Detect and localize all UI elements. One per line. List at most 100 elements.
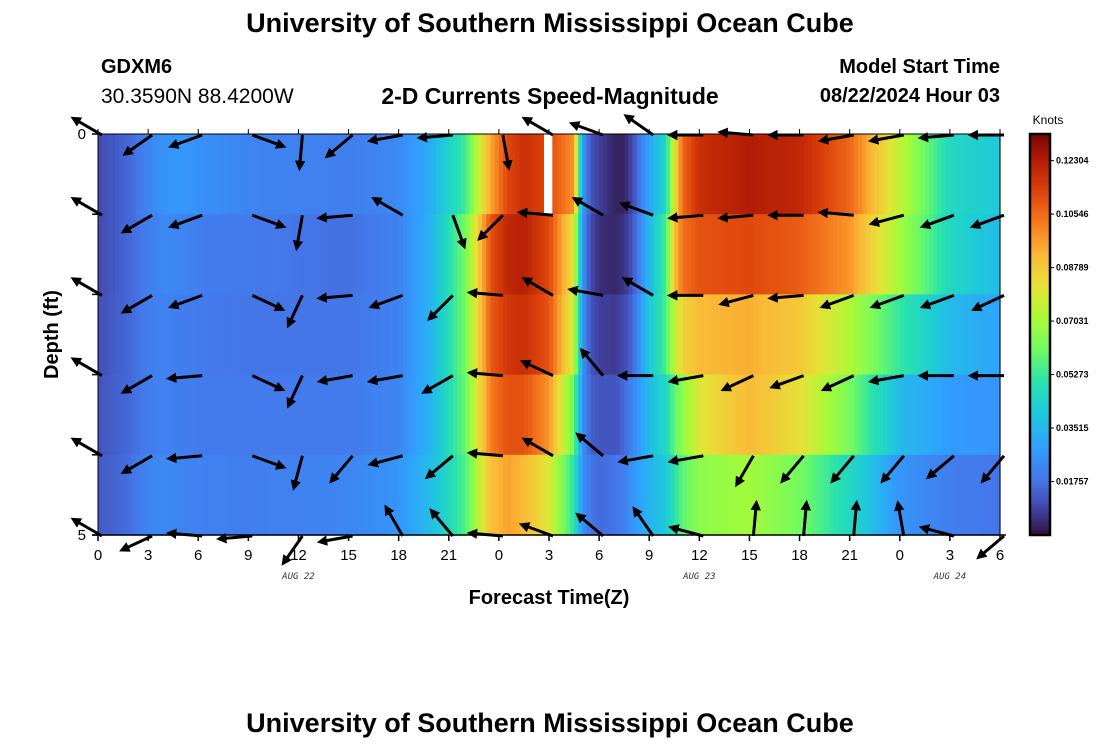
heat-cell	[657, 294, 663, 376]
heat-cell	[553, 294, 558, 376]
heat-cell	[599, 294, 604, 376]
heat-cell	[106, 134, 112, 215]
heat-cell	[611, 294, 617, 376]
x-tick-label: 6	[595, 547, 603, 564]
heat-cell	[265, 294, 270, 376]
heat-cell	[164, 374, 170, 456]
heat-cell	[223, 134, 229, 215]
x-tick-label: 15	[741, 547, 758, 564]
heat-cell	[260, 374, 266, 456]
heat-cell	[741, 374, 746, 456]
heat-cell	[711, 294, 717, 376]
heat-cell	[444, 214, 450, 295]
heat-cell	[636, 214, 642, 295]
current-vector-arrow	[917, 131, 955, 143]
y-axis-title: Depth (ft)	[41, 290, 63, 379]
heat-cell	[820, 374, 826, 456]
heat-cell	[615, 294, 621, 376]
heat-cell	[106, 374, 112, 456]
heat-cell	[298, 374, 304, 456]
colorbar-unit: Knots	[1033, 113, 1064, 127]
heat-cell	[895, 214, 901, 295]
heat-cell	[114, 374, 120, 456]
heat-cell	[716, 454, 721, 536]
heat-cell	[98, 374, 103, 456]
heat-cell	[394, 294, 400, 376]
heat-cell	[791, 134, 796, 215]
heat-cell	[448, 454, 454, 536]
heat-cell	[440, 454, 446, 536]
heat-cell	[294, 214, 300, 295]
heat-cell	[916, 134, 922, 215]
heat-cell	[799, 134, 805, 215]
heat-cell	[131, 134, 137, 215]
heat-cell	[515, 214, 521, 295]
heat-cell	[619, 294, 625, 376]
heat-cell	[310, 454, 316, 536]
heat-cell	[887, 454, 893, 536]
heat-cell	[436, 454, 442, 536]
current-vector-arrow	[168, 293, 203, 310]
heat-cell	[219, 214, 224, 295]
heat-cell	[148, 454, 153, 536]
heat-cell	[569, 374, 575, 456]
heat-cell	[265, 454, 270, 536]
heat-cell	[168, 454, 174, 536]
heat-cell	[210, 374, 216, 456]
heat-cell	[185, 454, 191, 536]
heat-cell	[970, 214, 976, 295]
heat-cell	[494, 374, 500, 456]
heat-cell	[181, 454, 187, 536]
heat-cell	[511, 454, 517, 536]
heat-cell	[695, 134, 700, 215]
heat-cell	[682, 454, 688, 536]
heat-cell	[490, 374, 496, 456]
heat-cell	[319, 454, 325, 536]
colorbar-tick-label: 0.01757	[1056, 477, 1089, 487]
heat-cell	[657, 454, 663, 536]
heat-cell	[920, 134, 926, 215]
heat-cell	[607, 214, 613, 295]
heat-cell	[239, 214, 245, 295]
heat-cell	[189, 454, 195, 536]
heat-cell	[599, 134, 604, 215]
heat-cell	[340, 374, 345, 456]
heat-cell	[586, 134, 592, 215]
heat-cell	[214, 134, 220, 215]
colorbar-tick-label: 0.05273	[1056, 370, 1089, 380]
current-vector-arrow	[980, 454, 1006, 484]
heat-cell	[515, 294, 521, 376]
heat-cell	[670, 134, 675, 215]
heat-cell	[711, 134, 717, 215]
heat-cell	[728, 134, 734, 215]
heat-cell	[98, 294, 103, 376]
heat-cell	[766, 134, 771, 215]
heat-cell	[832, 134, 838, 215]
current-vector-arrow	[416, 131, 453, 143]
heat-cell	[290, 374, 295, 456]
heat-cell	[227, 294, 233, 376]
current-vector-arrow	[120, 294, 153, 314]
heat-cell	[645, 134, 650, 215]
heat-cell	[490, 214, 496, 295]
x-tick-label: 12	[290, 547, 307, 564]
heat-cell	[970, 294, 976, 376]
heat-cell	[787, 374, 792, 456]
heat-cell	[461, 374, 467, 456]
heat-cell	[473, 214, 479, 295]
heat-cell	[766, 294, 771, 376]
heat-cell	[356, 294, 362, 376]
heat-cell	[933, 294, 938, 376]
heat-cell	[523, 134, 529, 215]
heat-cell	[674, 374, 680, 456]
heat-cell	[432, 454, 437, 536]
heat-cell	[841, 454, 847, 536]
heat-cell	[381, 374, 387, 456]
heat-cell	[561, 294, 567, 376]
heat-cell	[770, 454, 776, 536]
heat-cell	[294, 134, 300, 215]
date-label: AUG 24	[933, 572, 967, 582]
heat-cell	[194, 374, 199, 456]
x-tick-label: 3	[545, 547, 553, 564]
heat-cell	[227, 454, 233, 536]
